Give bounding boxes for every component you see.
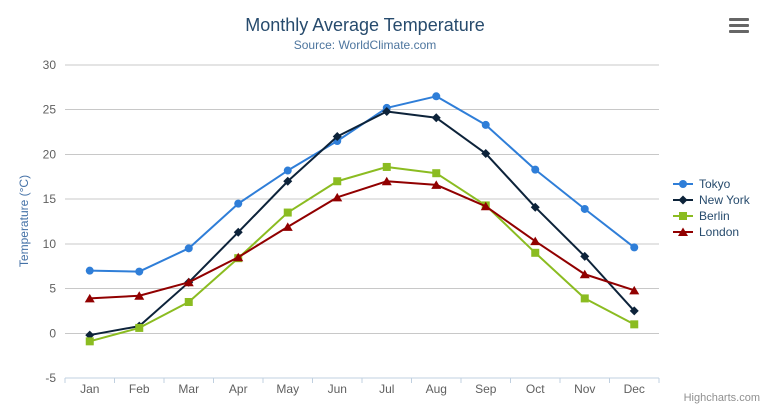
data-point-london: [84, 293, 95, 303]
x-axis-tick-label: May: [276, 382, 299, 396]
data-point-london: [381, 176, 392, 186]
chart-title: Monthly Average Temperature: [245, 15, 485, 35]
legend-marker-new-york: [678, 195, 688, 205]
data-point-tokyo: [85, 266, 94, 275]
data-point-london: [233, 252, 244, 262]
x-axis-tick-label: Nov: [574, 382, 595, 396]
legend-symbol-berlin: [673, 212, 693, 220]
data-point-london: [332, 192, 343, 202]
legend-item-london[interactable]: London: [672, 224, 750, 240]
legend-symbol-new-york: [673, 195, 693, 205]
legend-symbol-tokyo: [673, 180, 693, 188]
legend: Tokyo New York Berlin London: [672, 176, 750, 240]
x-axis-tick-label: Oct: [526, 382, 545, 396]
x-axis-tick-label: Aug: [426, 382, 447, 396]
data-point-berlin: [135, 323, 144, 332]
data-point-new-york: [283, 176, 293, 186]
legend-label: New York: [699, 193, 750, 207]
y-axis-tick-label: 5: [49, 282, 56, 296]
y-axis-tick-label: 20: [43, 147, 57, 161]
hamburger-icon: [729, 24, 749, 27]
data-point-berlin: [85, 337, 94, 346]
legend-symbol-london: [673, 227, 693, 236]
y-axis-tick-label: 30: [43, 58, 57, 72]
data-point-berlin: [283, 208, 292, 217]
series-line-new-york: [88, 110, 636, 337]
data-point-berlin: [184, 297, 193, 306]
hamburger-icon: [729, 18, 749, 21]
y-axis-tick-label: 25: [43, 103, 57, 117]
series-line-tokyo: [88, 95, 636, 273]
data-point-berlin: [531, 248, 540, 257]
data-point-new-york: [332, 132, 342, 142]
data-point-london: [431, 180, 442, 189]
data-point-new-york: [629, 306, 639, 316]
data-point-new-york: [233, 227, 243, 237]
data-point-new-york: [85, 330, 95, 340]
data-point-tokyo: [234, 199, 243, 208]
x-axis-tick-label: Jul: [379, 382, 394, 396]
data-point-london: [282, 222, 293, 231]
data-point-berlin: [432, 169, 441, 178]
data-point-new-york: [382, 107, 392, 117]
data-point-london: [183, 277, 194, 287]
x-axis-tick-label: Apr: [229, 382, 248, 396]
data-point-tokyo: [432, 92, 441, 101]
data-point-new-york: [481, 149, 491, 159]
data-point-london: [480, 201, 491, 211]
y-axis-tick-label: 10: [43, 237, 57, 251]
legend-marker-berlin: [679, 212, 687, 220]
x-axis-tick-label: Jun: [328, 382, 347, 396]
x-axis-tick-label: Jan: [80, 382, 99, 396]
data-point-new-york: [530, 202, 540, 212]
data-point-new-york: [431, 113, 441, 123]
data-point-tokyo: [630, 243, 639, 252]
data-point-berlin: [630, 320, 639, 329]
data-point-new-york: [580, 251, 590, 261]
legend-marker-london: [678, 227, 688, 236]
data-point-tokyo: [184, 244, 193, 253]
y-axis-tick-label: -5: [45, 371, 56, 385]
data-point-tokyo: [135, 267, 144, 276]
data-point-berlin: [333, 177, 342, 186]
y-axis-tick-label: 15: [43, 192, 57, 206]
y-axis-tick-label: 0: [49, 326, 56, 340]
export-menu-button[interactable]: [729, 18, 749, 33]
legend-label: Berlin: [699, 209, 730, 223]
legend-item-berlin[interactable]: Berlin: [672, 208, 750, 224]
legend-label: Tokyo: [699, 177, 731, 191]
data-point-tokyo: [481, 120, 490, 129]
data-point-london: [629, 285, 640, 295]
hamburger-icon: [729, 30, 749, 33]
series-line-berlin: [88, 165, 636, 343]
data-point-london: [134, 291, 145, 300]
x-axis-tick-label: Mar: [178, 382, 199, 396]
data-point-london: [579, 269, 590, 279]
legend-item-new-york[interactable]: New York: [672, 192, 750, 208]
series-line-london: [88, 180, 636, 300]
data-point-tokyo: [580, 204, 589, 213]
data-point-tokyo: [531, 165, 540, 174]
data-point-london: [530, 236, 541, 246]
legend-marker-tokyo: [679, 180, 687, 188]
x-axis-tick-label: Dec: [624, 382, 645, 396]
data-point-berlin: [382, 162, 391, 171]
data-point-berlin: [580, 294, 589, 303]
legend-label: London: [699, 225, 740, 239]
chart-subtitle: Source: WorldClimate.com: [293, 38, 437, 52]
x-axis-tick-label: Sep: [475, 382, 497, 396]
x-axis-tick-label: Feb: [129, 382, 150, 396]
legend-item-tokyo[interactable]: Tokyo: [672, 176, 750, 192]
credits-link[interactable]: Highcharts.com: [683, 392, 760, 404]
data-point-tokyo: [283, 166, 292, 175]
